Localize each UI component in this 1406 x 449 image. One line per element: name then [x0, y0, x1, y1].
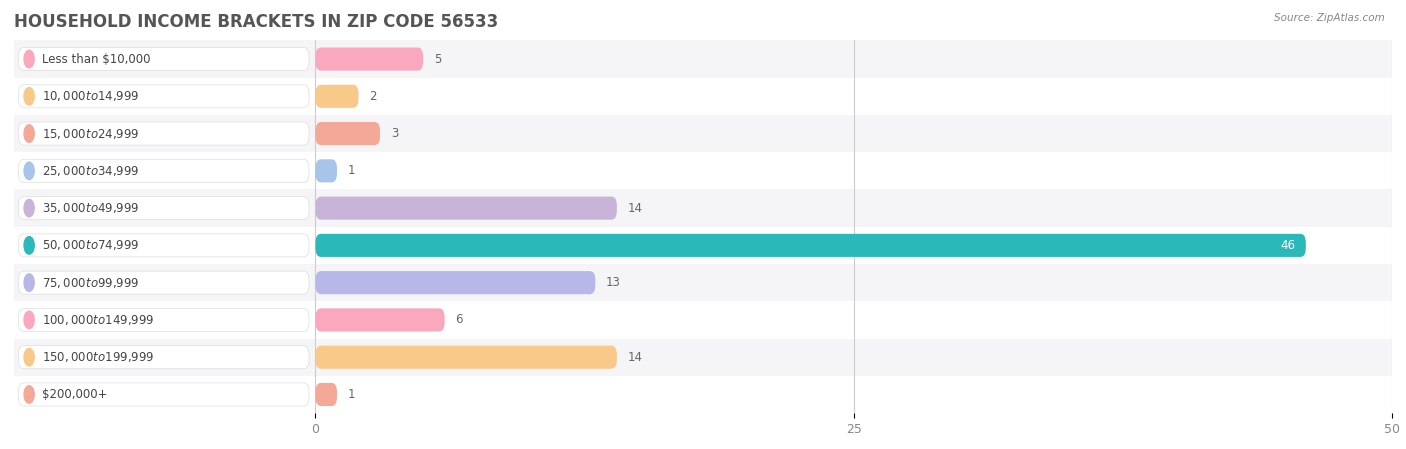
Text: 6: 6 [456, 313, 463, 326]
Text: $150,000 to $199,999: $150,000 to $199,999 [42, 350, 155, 364]
Text: $100,000 to $149,999: $100,000 to $149,999 [42, 313, 155, 327]
FancyBboxPatch shape [18, 271, 309, 294]
FancyBboxPatch shape [315, 85, 359, 108]
Bar [14, 152, 1392, 189]
FancyBboxPatch shape [315, 383, 337, 406]
Text: $25,000 to $34,999: $25,000 to $34,999 [42, 164, 139, 178]
FancyBboxPatch shape [18, 234, 309, 257]
FancyBboxPatch shape [315, 159, 337, 182]
FancyBboxPatch shape [18, 122, 309, 145]
Text: Less than $10,000: Less than $10,000 [42, 53, 150, 66]
FancyBboxPatch shape [315, 48, 423, 70]
Bar [14, 264, 1392, 301]
Text: $50,000 to $74,999: $50,000 to $74,999 [42, 238, 139, 252]
FancyBboxPatch shape [18, 48, 309, 70]
Circle shape [24, 237, 34, 254]
FancyBboxPatch shape [315, 122, 380, 145]
Bar [14, 301, 1392, 339]
Text: 14: 14 [627, 351, 643, 364]
Circle shape [24, 125, 34, 142]
FancyBboxPatch shape [18, 383, 309, 406]
Text: 1: 1 [347, 388, 356, 401]
Text: $15,000 to $24,999: $15,000 to $24,999 [42, 127, 139, 141]
Text: HOUSEHOLD INCOME BRACKETS IN ZIP CODE 56533: HOUSEHOLD INCOME BRACKETS IN ZIP CODE 56… [14, 13, 498, 31]
Text: $75,000 to $99,999: $75,000 to $99,999 [42, 276, 139, 290]
Circle shape [24, 386, 34, 403]
FancyBboxPatch shape [18, 308, 309, 331]
Circle shape [24, 311, 34, 329]
Bar [14, 115, 1392, 152]
Text: 2: 2 [370, 90, 377, 103]
FancyBboxPatch shape [18, 346, 309, 369]
Circle shape [24, 348, 34, 366]
Circle shape [24, 274, 34, 291]
FancyBboxPatch shape [315, 271, 595, 294]
Text: 1: 1 [347, 164, 356, 177]
Bar [14, 339, 1392, 376]
Text: 46: 46 [1279, 239, 1295, 252]
FancyBboxPatch shape [18, 159, 309, 182]
Text: 5: 5 [434, 53, 441, 66]
FancyBboxPatch shape [315, 346, 617, 369]
Text: $35,000 to $49,999: $35,000 to $49,999 [42, 201, 139, 215]
Circle shape [24, 88, 34, 105]
Circle shape [24, 50, 34, 68]
Text: $200,000+: $200,000+ [42, 388, 107, 401]
Text: 13: 13 [606, 276, 621, 289]
Text: $10,000 to $14,999: $10,000 to $14,999 [42, 89, 139, 103]
Text: 3: 3 [391, 127, 398, 140]
FancyBboxPatch shape [18, 197, 309, 220]
Circle shape [24, 162, 34, 180]
Text: 14: 14 [627, 202, 643, 215]
Bar [14, 189, 1392, 227]
FancyBboxPatch shape [315, 308, 444, 331]
Text: Source: ZipAtlas.com: Source: ZipAtlas.com [1274, 13, 1385, 23]
Bar [14, 78, 1392, 115]
FancyBboxPatch shape [18, 85, 309, 108]
Circle shape [24, 199, 34, 217]
Bar [14, 40, 1392, 78]
Bar [14, 227, 1392, 264]
FancyBboxPatch shape [315, 234, 1306, 257]
FancyBboxPatch shape [315, 197, 617, 220]
Bar [14, 376, 1392, 413]
